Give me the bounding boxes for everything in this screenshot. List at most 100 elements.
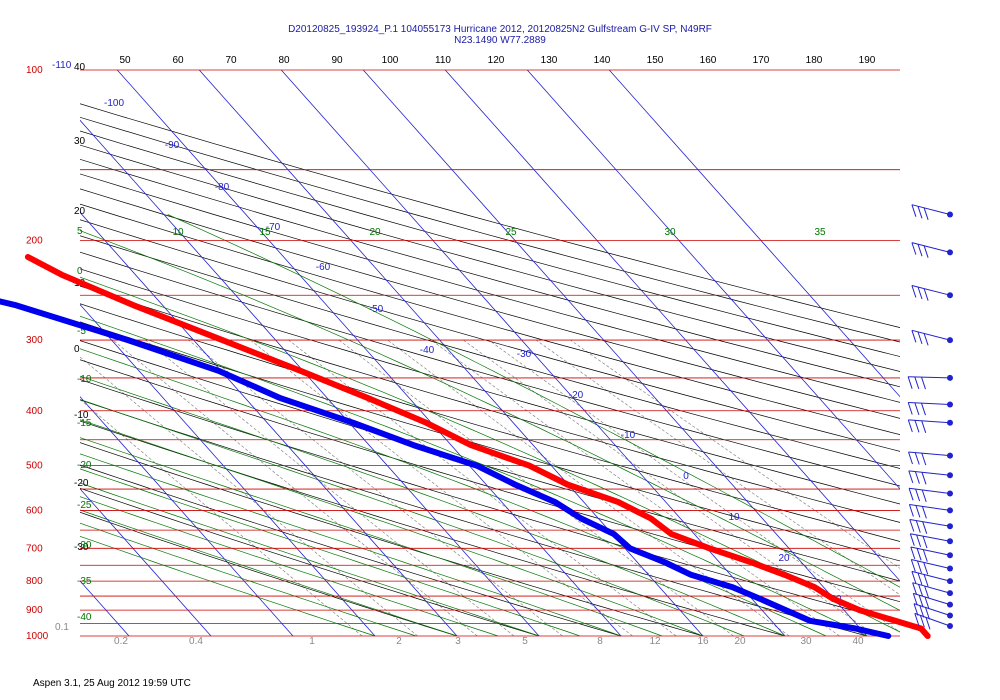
isotherm-label: -70 [266,222,281,233]
moist-adiabat [80,482,540,636]
wind-barb [908,504,953,519]
dry-adiabat [80,379,900,624]
wind-barb-feather [918,584,924,597]
moist-adiabat [80,468,581,636]
dewpoint-point [216,368,221,374]
left-dry-adiabat-label: 40 [74,62,86,73]
left-theta-label: -25 [77,500,92,511]
temperature-point [219,337,225,343]
wind-barb-staff [911,285,951,296]
wind-barb [909,533,953,549]
wind-barb [912,582,953,599]
wind-barb [911,329,953,346]
mixing-ratio-label: 16 [697,636,709,647]
mixing-ratio-label: 12 [649,636,661,647]
wind-barb-feather [917,244,923,257]
temperature-point [925,633,931,639]
temperature-point [59,272,65,278]
isotherm-line [80,488,212,636]
wind-barb-feather [923,333,929,346]
wind-barb-feather [921,376,926,390]
moist-adiabat [80,437,663,636]
left-theta-label: -20 [77,460,92,471]
wind-barb-feather [909,519,915,532]
wind-barb-feather [911,571,917,584]
left-theta-label: -40 [77,612,92,623]
wind-barb-feather [910,546,916,560]
wind-barb-feather [917,286,923,300]
wind-barb-feather [921,403,926,416]
wind-barb-feather [921,489,927,503]
left-theta-label: 5 [77,226,83,237]
wind-barb-feather [921,472,927,485]
dry-adiabat [80,116,900,343]
wind-barb [909,519,953,534]
mixing-ratio-label: 20 [734,636,746,647]
wind-barb-feather [917,560,922,574]
wind-barb-feather [907,419,913,433]
temperature-point [298,368,303,374]
isotherm-label: -80 [215,182,230,193]
wind-barb-feather [919,615,925,628]
temperature-point [830,596,836,602]
wind-barb [907,419,953,433]
dry-adiabat [80,420,787,636]
moist-adiabat [80,348,827,636]
temperature-point [812,584,818,590]
dry-adiabat [80,219,900,452]
wind-barb-feather [916,534,922,548]
isotherm-line [362,70,868,636]
isotherm-line [80,580,130,636]
dry-adiabat [80,487,541,636]
wind-barb-feather [915,505,921,518]
wind-barb-feather [910,559,916,572]
wind-barb-feather [907,376,913,389]
moist-adiabat [80,535,376,636]
isotherm-line [80,119,540,636]
top-axis-label: 100 [382,55,399,66]
dewpoint-line [0,298,892,639]
dry-adiabat [80,285,900,523]
wind-barb-feather [914,376,920,390]
wind-barb-staff [908,470,951,476]
wind-barb-feather [918,595,924,608]
wind-barb-feather [908,451,913,465]
pressure-label: 900 [26,605,43,616]
mixing-ratio-line [288,339,677,636]
temperature-point [423,420,429,426]
left-dry-adiabat-label: -30 [74,542,89,553]
wind-barb [907,374,953,390]
mixing-ratio-label: 30 [800,636,812,647]
wind-barb-feather [908,488,914,501]
wind-barb-staff [908,419,951,424]
temperature-point [892,618,898,624]
isotherm-line [526,70,900,490]
wind-barb-feather [925,617,931,630]
moist-adiabat [80,496,499,636]
pressure-label: 500 [26,461,43,472]
wind-barb [914,612,953,630]
dry-adiabat [80,203,900,436]
dry-adiabat [80,130,900,357]
wind-barb-staff [911,559,951,569]
mixing-ratio-label: 40 [852,636,864,647]
wind-barb-feather [922,549,928,562]
temperature-point [615,499,621,505]
temperature-line [24,254,931,639]
dewpoint-point [125,337,131,343]
chart-subtitle: N23.1490 W77.2889 [454,35,546,46]
wind-barb [910,559,953,575]
wind-barb [908,451,953,466]
wind-barb-feather [914,452,920,465]
pressure-label: 300 [26,335,43,346]
dry-adiabat [80,173,900,403]
dewpoint-point [661,559,667,565]
top-axis-label: 170 [753,55,770,66]
mixing-ratio-line [112,339,478,636]
dewpoint-point [807,618,813,624]
wind-barb-feather [914,420,920,433]
dewpoint-point [757,596,763,602]
isotherm-line [80,211,458,636]
wind-barb-feather [922,535,928,549]
